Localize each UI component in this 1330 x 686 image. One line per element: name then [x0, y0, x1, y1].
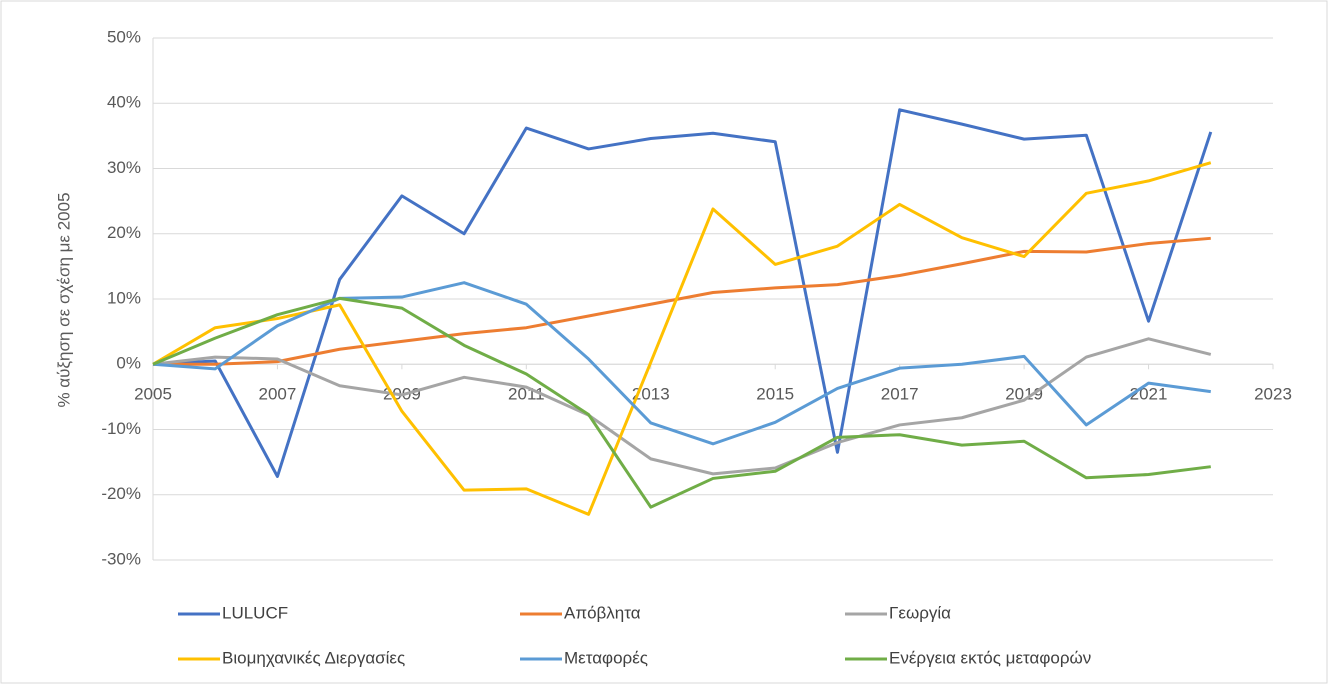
y-tick-label: 40%: [107, 93, 141, 112]
x-tick-label: 2013: [632, 385, 670, 404]
y-tick-label: -20%: [101, 484, 141, 503]
x-tick-label: 2005: [134, 385, 172, 404]
series-line: [152, 161, 1212, 516]
y-tick-label: 10%: [107, 288, 141, 307]
y-tick-label: -30%: [101, 549, 141, 568]
legend-label: LULUCF: [222, 603, 288, 622]
y-axis-title: % αύξηση σε σχέση με 2005: [54, 192, 73, 407]
y-tick-label: 50%: [107, 27, 141, 46]
x-tick-label: 2023: [1254, 385, 1292, 404]
legend-label: Απόβλητα: [564, 603, 641, 622]
y-tick-label: 30%: [107, 158, 141, 177]
y-tick-label: 20%: [107, 223, 141, 242]
y-tick-label: 0%: [116, 354, 141, 373]
series-line: [152, 296, 1211, 509]
legend-label: Μεταφορές: [564, 648, 648, 667]
series-line: [152, 108, 1213, 478]
legend-label: Βιομηχανικές Διεργασίες: [222, 648, 405, 667]
y-tick-label: -10%: [101, 419, 141, 438]
legend-label: Ενέργεια εκτός μεταφορών: [889, 648, 1091, 667]
x-tick-label: 2007: [259, 385, 297, 404]
x-tick-label: 2011: [508, 385, 545, 404]
series-line: [152, 337, 1212, 476]
x-tick-label: 2019: [1005, 385, 1043, 404]
series-line: [152, 281, 1211, 446]
x-tick-label: 2015: [756, 385, 794, 404]
series-line: [153, 236, 1211, 366]
x-tick-label: 2021: [1130, 385, 1168, 404]
x-tick-label: 2017: [881, 385, 919, 404]
legend-label: Γεωργία: [889, 603, 951, 622]
